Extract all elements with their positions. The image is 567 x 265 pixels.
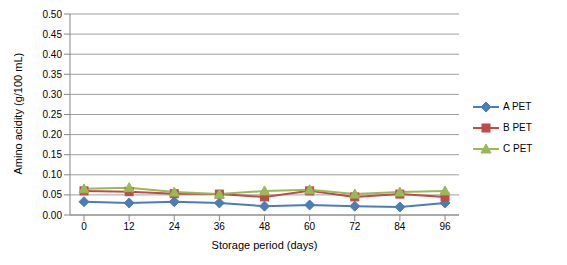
svg-text:24: 24	[169, 221, 181, 232]
svg-text:48: 48	[259, 221, 271, 232]
html-text:C PET: C PET	[503, 143, 533, 154]
svg-text:12: 12	[124, 221, 136, 232]
svg-text:0.25: 0.25	[43, 109, 63, 120]
svg-text:0.20: 0.20	[43, 129, 63, 140]
svg-text:0.30: 0.30	[43, 89, 63, 100]
svg-text:0.00: 0.00	[43, 210, 63, 221]
svg-text:0.10: 0.10	[43, 169, 63, 180]
svg-text:96: 96	[439, 221, 451, 232]
svg-text:Amino acidity (g/100 mL): Amino acidity (g/100 mL)	[12, 53, 24, 175]
svg-text:60: 60	[304, 221, 316, 232]
svg-text:84: 84	[394, 221, 406, 232]
svg-text:0.40: 0.40	[43, 49, 63, 60]
svg-text:0.50: 0.50	[43, 9, 63, 20]
svg-text:0: 0	[81, 221, 87, 232]
svg-text:0.45: 0.45	[43, 29, 63, 40]
svg-text:72: 72	[349, 221, 361, 232]
svg-text:0.35: 0.35	[43, 69, 63, 80]
svg-text:36: 36	[214, 221, 226, 232]
html-text:B PET: B PET	[503, 122, 532, 133]
svg-text:0.05: 0.05	[43, 189, 63, 200]
svg-text:0.15: 0.15	[43, 149, 63, 160]
html-text:A PET: A PET	[503, 101, 532, 112]
svg-text:Storage period (days): Storage period (days)	[212, 239, 318, 251]
